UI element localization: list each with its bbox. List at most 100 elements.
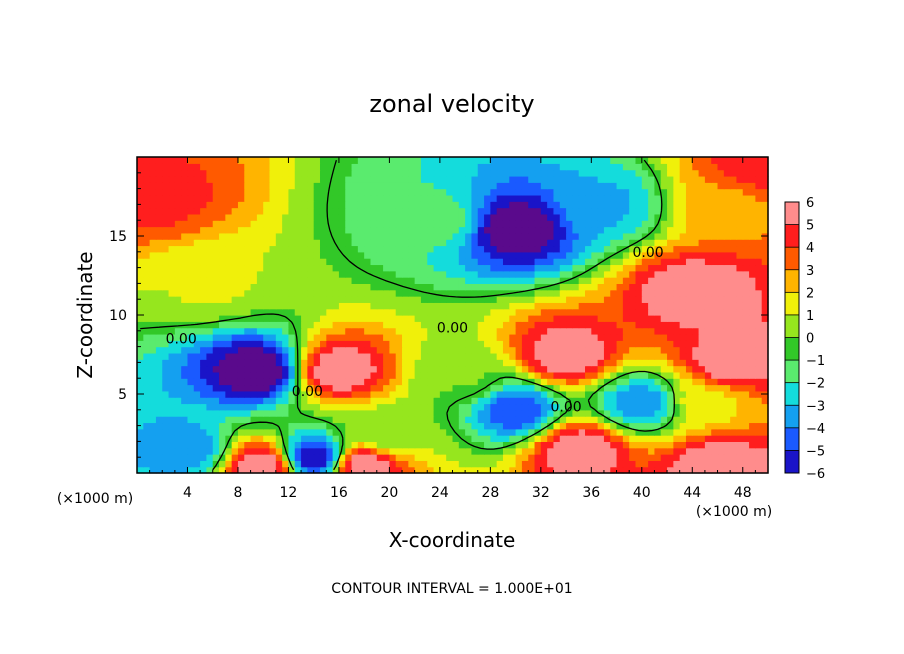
heatmap-cell [376,245,384,253]
heatmap-cell [540,409,548,417]
heatmap-cell [357,409,365,417]
heatmap-cell [212,213,220,221]
heatmap-cell [313,239,321,247]
heatmap-cell [332,270,340,278]
heatmap-cell [660,416,668,424]
heatmap-cell [641,169,649,177]
heatmap-cell [509,371,517,379]
heatmap-cell [155,340,163,348]
heatmap-cell [654,207,662,215]
heatmap-cell [603,207,611,215]
heatmap-cell [496,232,504,240]
heatmap-cell [345,447,353,455]
heatmap-cell [723,378,731,386]
heatmap-cell [679,194,687,202]
heatmap-cell [282,315,290,322]
heatmap-cell [351,175,359,183]
heatmap-cell [332,428,340,436]
heatmap-cell [319,296,327,303]
heatmap-cell [307,245,315,253]
heatmap-cell [288,194,296,202]
heatmap-cell [237,277,245,284]
heatmap-cell [717,466,725,474]
heatmap-cell [515,441,523,449]
heatmap-cell [149,232,157,240]
heatmap-cell [452,226,460,234]
heatmap-cell [465,270,473,278]
heatmap-cell [162,283,170,291]
heatmap-cell [219,384,226,392]
heatmap-cell [275,327,283,335]
heatmap-cell [591,352,599,360]
heatmap-cell [212,340,220,348]
heatmap-cell [313,157,321,164]
heatmap-cell [452,416,460,424]
heatmap-cell [723,157,731,164]
heatmap-cell [288,403,296,411]
heatmap-cell [648,201,656,209]
heatmap-cell [547,232,555,240]
heatmap-cell [616,296,624,303]
heatmap-cell [585,378,592,386]
heatmap-cell [496,296,504,303]
heatmap-cell [667,245,674,253]
heatmap-cell [679,245,687,253]
heatmap-cell [471,302,479,310]
heatmap-cell [629,428,637,436]
heatmap-cell [237,403,245,411]
heatmap-cell [294,283,302,291]
heatmap-cell [622,270,630,278]
heatmap-cell [237,175,245,183]
heatmap-cell [629,194,637,202]
heatmap-cell [162,264,170,272]
heatmap-cell [357,378,365,386]
heatmap-cell [616,447,624,455]
heatmap-cell [547,435,555,442]
heatmap-cell [622,201,630,209]
heatmap-cell [294,232,302,240]
heatmap-cell [730,245,738,253]
heatmap-cell [294,422,302,430]
heatmap-cell [698,289,706,297]
heatmap-cell [496,340,504,348]
heatmap-cell [553,308,561,316]
heatmap-cell [673,333,681,341]
heatmap-cell [521,169,529,177]
heatmap-cell [174,340,182,348]
heatmap-cell [521,175,529,183]
heatmap-cell [288,321,296,329]
heatmap-cell [168,441,176,449]
heatmap-cell [200,302,208,310]
heatmap-cell [383,422,390,430]
heatmap-cell [402,220,409,228]
heatmap-cell [547,194,555,202]
heatmap-cell [723,188,731,196]
heatmap-cell [395,327,403,335]
heatmap-cell [685,283,693,291]
heatmap-cell [408,416,416,424]
heatmap-cell [585,428,592,436]
heatmap-cell [137,435,144,442]
heatmap-cell [263,245,271,253]
heatmap-cell [181,397,189,405]
heatmap-cell [641,239,649,247]
heatmap-cell [629,245,637,253]
heatmap-cell [484,175,491,183]
heatmap-cell [231,258,239,266]
heatmap-cell [685,264,693,272]
heatmap-cell [332,466,340,474]
heatmap-cell [364,447,372,455]
heatmap-cell [269,258,277,266]
heatmap-cell [502,359,510,367]
heatmap-cell [692,258,700,266]
heatmap-cell [591,416,599,424]
heatmap-cell [761,188,769,196]
heatmap-cell [370,226,378,234]
heatmap-cell [225,169,233,177]
heatmap-cell [698,194,706,202]
heatmap-cell [730,264,738,272]
heatmap-cell [219,460,226,468]
heatmap-cell [648,416,656,424]
heatmap-cell [667,182,674,190]
heatmap-cell [174,403,182,411]
